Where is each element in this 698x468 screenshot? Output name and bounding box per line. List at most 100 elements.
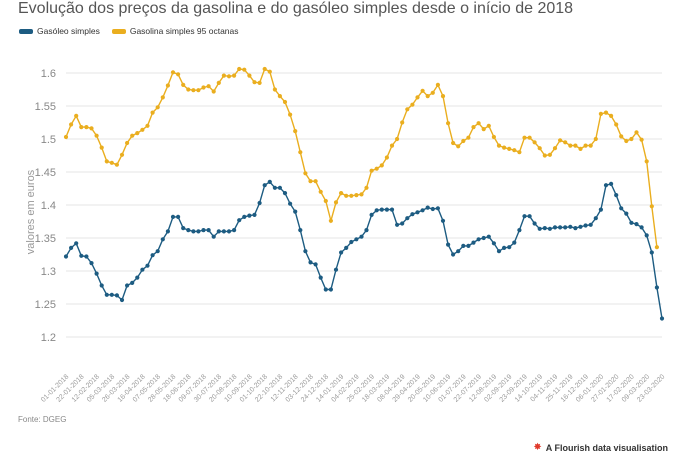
data-point[interactable] xyxy=(74,113,79,118)
data-point[interactable] xyxy=(374,166,379,171)
data-point[interactable] xyxy=(104,159,109,164)
data-point[interactable] xyxy=(634,130,639,135)
data-point[interactable] xyxy=(451,252,456,257)
data-point[interactable] xyxy=(359,234,364,239)
data-point[interactable] xyxy=(176,214,181,219)
data-point[interactable] xyxy=(237,66,242,72)
data-point[interactable] xyxy=(63,254,69,259)
data-point[interactable] xyxy=(282,191,288,196)
data-point[interactable] xyxy=(191,88,196,93)
data-point[interactable] xyxy=(435,82,440,87)
data-point[interactable] xyxy=(558,138,563,143)
data-point[interactable] xyxy=(196,88,201,93)
data-point[interactable] xyxy=(206,84,211,89)
data-point[interactable] xyxy=(639,137,644,142)
data-point[interactable] xyxy=(242,214,247,219)
data-point[interactable] xyxy=(359,192,364,197)
data-point[interactable] xyxy=(349,239,354,245)
data-point[interactable] xyxy=(150,253,155,258)
data-point[interactable] xyxy=(267,69,272,74)
legend-item-diesel[interactable]: Gasóleo simples xyxy=(19,26,100,36)
data-point[interactable] xyxy=(354,193,359,198)
data-point[interactable] xyxy=(232,228,237,233)
data-point[interactable] xyxy=(486,234,491,239)
data-point[interactable] xyxy=(323,287,328,292)
data-point[interactable] xyxy=(333,200,339,205)
data-point[interactable] xyxy=(395,136,400,142)
data-point[interactable] xyxy=(573,226,578,231)
data-point[interactable] xyxy=(461,138,466,144)
data-point[interactable] xyxy=(333,267,339,272)
data-point[interactable] xyxy=(598,111,604,116)
data-point[interactable] xyxy=(405,107,410,112)
data-point[interactable] xyxy=(634,222,639,227)
data-point[interactable] xyxy=(522,214,527,219)
data-point[interactable] xyxy=(507,146,512,151)
data-point[interactable] xyxy=(298,150,303,155)
data-point[interactable] xyxy=(537,226,542,231)
data-point[interactable] xyxy=(211,89,216,94)
data-point[interactable] xyxy=(303,249,308,254)
data-point[interactable] xyxy=(573,143,578,148)
data-point[interactable] xyxy=(328,287,333,292)
data-point[interactable] xyxy=(339,250,344,255)
data-point[interactable] xyxy=(247,213,252,218)
data-point[interactable] xyxy=(226,229,232,234)
data-point[interactable] xyxy=(563,225,568,230)
data-point[interactable] xyxy=(252,80,257,85)
data-point[interactable] xyxy=(293,209,298,214)
data-point[interactable] xyxy=(130,280,135,285)
data-point[interactable] xyxy=(517,228,522,233)
data-point[interactable] xyxy=(629,136,634,142)
data-point[interactable] xyxy=(369,168,374,173)
data-point[interactable] xyxy=(552,225,558,230)
data-point[interactable] xyxy=(94,271,99,276)
data-point[interactable] xyxy=(99,283,104,288)
data-point[interactable] xyxy=(155,105,160,110)
data-point[interactable] xyxy=(502,245,507,250)
data-point[interactable] xyxy=(420,208,425,213)
data-point[interactable] xyxy=(313,262,318,267)
data-point[interactable] xyxy=(558,225,563,230)
data-point[interactable] xyxy=(614,122,619,127)
data-point[interactable] xyxy=(410,212,415,217)
data-point[interactable] xyxy=(384,207,389,212)
data-point[interactable] xyxy=(160,237,165,242)
data-point[interactable] xyxy=(252,212,257,217)
data-point[interactable] xyxy=(125,140,130,146)
data-point[interactable] xyxy=(425,205,430,210)
data-point[interactable] xyxy=(267,179,272,184)
data-point[interactable] xyxy=(654,285,660,290)
data-point[interactable] xyxy=(644,159,649,164)
data-point[interactable] xyxy=(181,226,186,231)
data-point[interactable] xyxy=(140,267,145,272)
legend-item-gasoline[interactable]: Gasolina simples 95 octanas xyxy=(111,26,239,36)
data-point[interactable] xyxy=(349,193,354,198)
data-point[interactable] xyxy=(568,143,573,148)
data-point[interactable] xyxy=(262,66,267,72)
data-point[interactable] xyxy=(196,229,201,234)
data-point[interactable] xyxy=(288,201,293,206)
data-point[interactable] xyxy=(583,143,588,148)
data-point[interactable] xyxy=(476,237,481,242)
data-point[interactable] xyxy=(323,198,328,204)
data-point[interactable] xyxy=(389,207,395,212)
data-point[interactable] xyxy=(619,134,624,139)
data-point[interactable] xyxy=(313,179,318,184)
data-point[interactable] xyxy=(410,102,415,107)
data-point[interactable] xyxy=(496,249,502,254)
data-point[interactable] xyxy=(125,283,130,288)
data-point[interactable] xyxy=(79,125,84,130)
data-point[interactable] xyxy=(461,243,466,248)
data-point[interactable] xyxy=(532,221,537,226)
data-point[interactable] xyxy=(221,229,226,234)
data-point[interactable] xyxy=(206,228,211,233)
data-point[interactable] xyxy=(69,122,74,127)
data-point[interactable] xyxy=(257,80,262,85)
data-point[interactable] xyxy=(400,120,405,125)
data-point[interactable] xyxy=(298,228,303,233)
data-point[interactable] xyxy=(262,183,267,188)
data-point[interactable] xyxy=(446,242,451,247)
data-point[interactable] xyxy=(649,250,654,255)
data-point[interactable] xyxy=(69,245,74,250)
